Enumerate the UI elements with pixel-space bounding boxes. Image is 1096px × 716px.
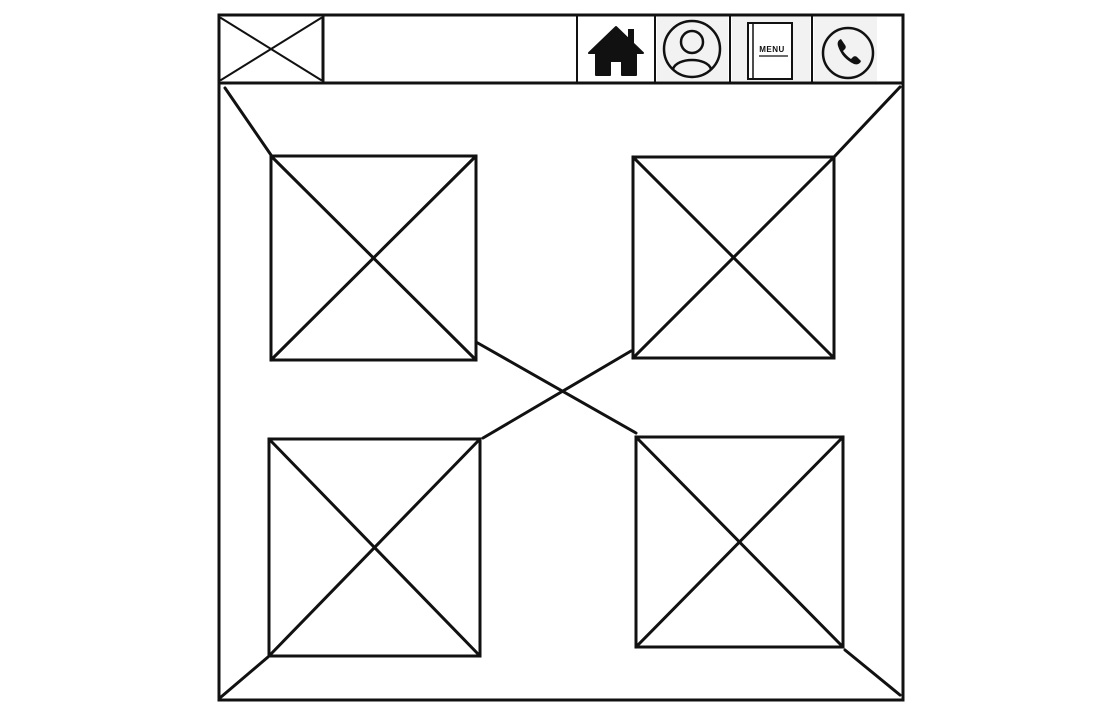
nav-contact-button[interactable]	[814, 17, 877, 81]
menu-label: MENU	[759, 45, 785, 54]
phone-icon	[821, 26, 875, 80]
image-placeholder-3[interactable]	[267, 437, 482, 658]
image-placeholder-4[interactable]	[634, 435, 845, 649]
nav-menu-button[interactable]: MENU	[732, 17, 810, 81]
logo-placeholder[interactable]	[217, 13, 325, 85]
page-frame	[217, 13, 905, 702]
image-placeholder-1[interactable]	[269, 154, 478, 362]
nav-profile-button[interactable]	[657, 17, 728, 81]
home-icon	[588, 26, 644, 76]
menu-book-icon: MENU	[747, 22, 793, 80]
image-placeholder-2[interactable]	[631, 155, 836, 360]
user-icon	[662, 19, 722, 79]
nav-home-button[interactable]	[579, 17, 653, 81]
background-cross	[219, 85, 902, 699]
